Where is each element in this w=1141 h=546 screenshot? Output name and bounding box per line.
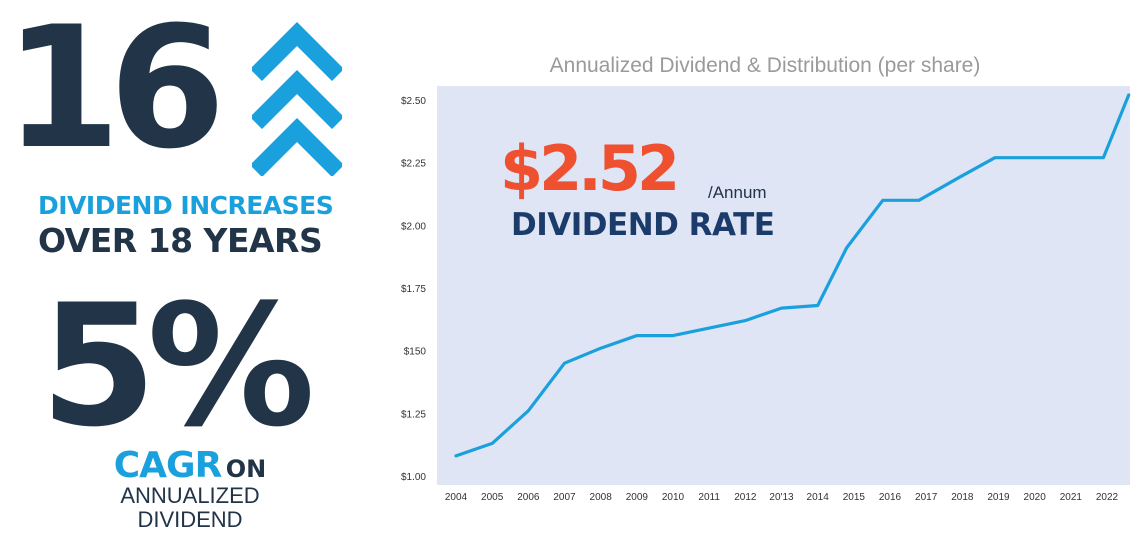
cagr-annualized: ANNUALIZED: [120, 483, 260, 508]
y-tick-label: $2.25: [401, 159, 426, 170]
x-tick-label: 2007: [553, 492, 576, 503]
x-tick-label: 2022: [1096, 492, 1119, 503]
y-tick-label: $2.50: [401, 96, 426, 107]
dividend-rate-value: $2.52: [500, 132, 680, 205]
x-tick-label: 2020: [1024, 492, 1047, 503]
dividend-increases-count: 16: [4, 0, 226, 186]
cagr-value: 5%: [40, 268, 315, 464]
y-tick-label: $1.75: [401, 284, 426, 295]
chart-title: Annualized Dividend & Distribution (per …: [550, 54, 981, 77]
x-tick-label: 2015: [843, 492, 866, 503]
years-label: OVER 18 YEARS: [38, 221, 323, 260]
chevron-up-triple-icon: [252, 21, 342, 176]
x-tick-label: 2017: [915, 492, 938, 503]
cagr-word: CAGR: [113, 445, 223, 486]
x-tick-label: 20'13: [769, 492, 794, 503]
x-tick-label: 2016: [879, 492, 902, 503]
x-tick-label: 2006: [517, 492, 540, 503]
x-tick-label: 2012: [734, 492, 757, 503]
cagr-on: ON: [225, 455, 267, 483]
x-tick-label: 2011: [698, 492, 720, 503]
dividend-rate-label: DIVIDEND RATE: [511, 207, 775, 243]
x-tick-label: 2018: [951, 492, 974, 503]
x-tick-label: 2019: [987, 492, 1010, 503]
cagr-dividend: DIVIDEND: [137, 507, 243, 533]
y-tick-label: $2.00: [401, 221, 426, 232]
y-tick-label: $1.00: [401, 472, 426, 483]
dividend-rate-unit: /Annum: [708, 183, 767, 202]
y-tick-label: $1.25: [401, 409, 426, 420]
dividend-increases-label: DIVIDEND INCREASES: [38, 191, 334, 220]
x-tick-label: 2009: [626, 492, 649, 503]
cagr-caption: CAGR ON ANNUALIZED DIVIDEND: [60, 448, 320, 532]
x-tick-label: 2021: [1060, 492, 1083, 503]
x-tick-label: 2014: [807, 492, 830, 503]
x-tick-label: 2008: [590, 492, 613, 503]
x-tick-label: 2004: [445, 492, 468, 503]
x-tick-label: 2010: [662, 492, 685, 503]
plot-area: [437, 86, 1130, 485]
y-tick-label: $150: [404, 347, 427, 358]
x-tick-label: 2005: [481, 492, 504, 503]
dividend-series-line: [454, 93, 1131, 458]
